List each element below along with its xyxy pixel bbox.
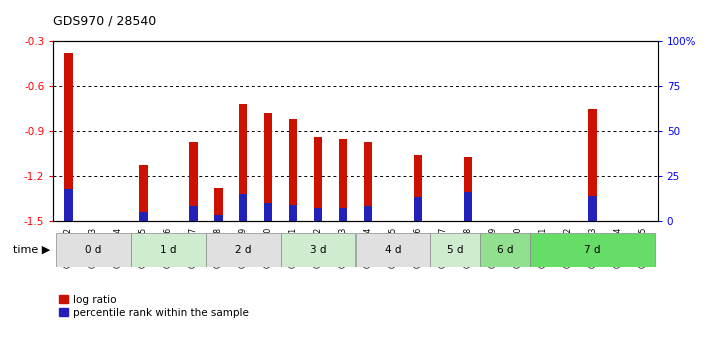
Text: 5 d: 5 d <box>447 245 464 255</box>
Bar <box>131 233 205 267</box>
Bar <box>264 203 272 221</box>
Text: 3 d: 3 d <box>310 245 326 255</box>
Bar <box>56 233 131 267</box>
Text: 7 d: 7 d <box>584 245 601 255</box>
Bar <box>363 206 373 221</box>
Bar <box>338 208 348 221</box>
Bar <box>289 205 297 221</box>
Bar <box>481 233 530 267</box>
Bar <box>356 233 430 267</box>
Bar <box>139 212 148 221</box>
Bar <box>64 188 73 221</box>
Bar <box>214 188 223 221</box>
Bar <box>338 139 348 221</box>
Bar <box>414 155 422 221</box>
Bar <box>363 141 373 221</box>
Text: 6 d: 6 d <box>497 245 513 255</box>
Bar <box>139 166 148 221</box>
Text: GDS970 / 28540: GDS970 / 28540 <box>53 14 156 28</box>
Text: 0 d: 0 d <box>85 245 102 255</box>
Text: 1 d: 1 d <box>160 245 176 255</box>
Bar <box>239 104 247 221</box>
Legend: log ratio, percentile rank within the sample: log ratio, percentile rank within the sa… <box>58 295 249 318</box>
Bar <box>464 192 472 221</box>
Bar <box>289 119 297 221</box>
Text: time ▶: time ▶ <box>13 245 50 255</box>
Text: 4 d: 4 d <box>385 245 401 255</box>
Bar <box>314 137 322 221</box>
Bar <box>281 233 356 267</box>
Bar <box>430 233 481 267</box>
Bar <box>205 233 281 267</box>
Bar <box>589 109 597 221</box>
Bar <box>189 206 198 221</box>
Bar <box>239 194 247 221</box>
Bar <box>589 196 597 221</box>
Bar <box>314 208 322 221</box>
Bar <box>464 157 472 221</box>
Bar <box>414 197 422 221</box>
Bar <box>64 53 73 221</box>
Text: 2 d: 2 d <box>235 245 252 255</box>
Bar <box>214 215 223 221</box>
Bar <box>189 141 198 221</box>
Bar <box>264 113 272 221</box>
Bar <box>530 233 655 267</box>
